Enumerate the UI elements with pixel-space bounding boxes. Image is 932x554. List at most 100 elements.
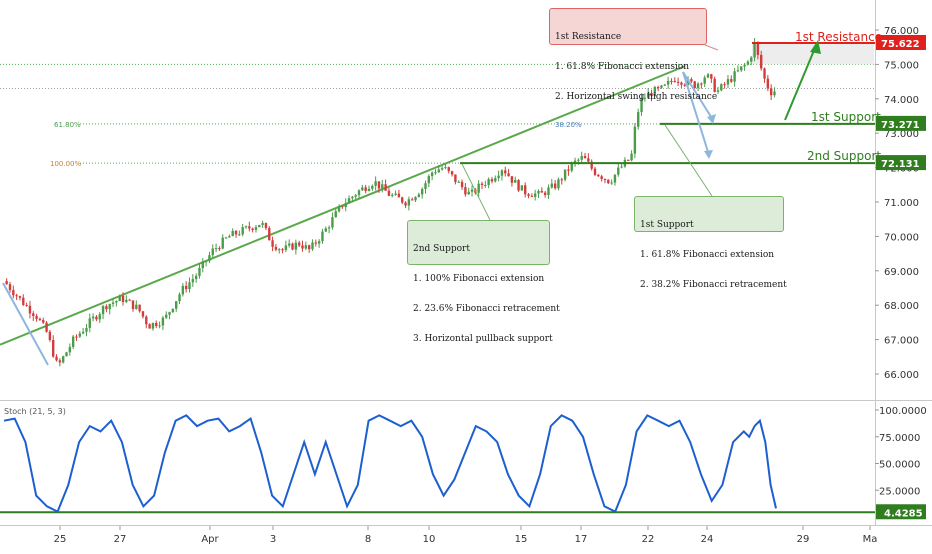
candle-body xyxy=(238,234,241,236)
stoch-axis[interactable]: 100.0000 75.0000 50.0000 25.0000 4.4285 xyxy=(875,406,927,520)
support2-label: 2nd Support xyxy=(807,149,881,163)
resistance-tag-bg xyxy=(876,35,926,51)
candle-body xyxy=(660,85,663,88)
trend-line[interactable] xyxy=(0,65,686,346)
candle-body xyxy=(637,112,640,127)
candle-body xyxy=(61,356,65,363)
price-tick-label: 71.000 xyxy=(884,198,919,209)
candle-body xyxy=(78,333,82,337)
candle-body xyxy=(670,80,673,82)
candle-body xyxy=(155,322,158,326)
candle-body xyxy=(377,181,381,189)
candle-body xyxy=(65,352,68,357)
fib-100-label: 100.00% xyxy=(50,160,81,168)
candle-body xyxy=(563,169,567,180)
candle-body xyxy=(221,237,224,249)
candle-body xyxy=(105,306,108,310)
candle-body xyxy=(101,306,105,315)
candle-body xyxy=(497,175,500,179)
candle-body xyxy=(457,181,460,183)
candle-body xyxy=(700,83,703,85)
candle-body xyxy=(42,320,45,323)
candle-body xyxy=(527,194,530,196)
candle-body xyxy=(597,174,600,177)
candle-body xyxy=(633,126,637,154)
candle-body xyxy=(331,217,334,228)
candle-body xyxy=(570,162,573,171)
candle-body xyxy=(560,179,563,181)
candle-body xyxy=(477,183,480,193)
candle-body xyxy=(656,87,660,89)
candle-body xyxy=(341,206,344,208)
support1-tag-bg xyxy=(876,115,926,131)
candle-body xyxy=(278,249,281,251)
candle-body xyxy=(530,195,534,197)
candle-body xyxy=(254,227,258,230)
candle-body xyxy=(251,228,254,230)
support2-callout[interactable]: 2nd Support 1. 100% Fibonacci extension … xyxy=(407,220,560,344)
candle-body xyxy=(627,159,630,161)
candle-body xyxy=(324,228,327,232)
candle-body xyxy=(613,174,617,183)
candle-body xyxy=(208,255,211,262)
candle-body xyxy=(490,179,494,182)
price-tick-label: 73.000 xyxy=(884,129,919,140)
candle-body xyxy=(567,169,570,171)
candle-body xyxy=(307,245,311,250)
candle-body xyxy=(188,282,191,290)
resistance-callout-line-1: 1st Resistance xyxy=(555,32,622,42)
candle-body xyxy=(693,81,696,89)
candle-body xyxy=(740,66,743,71)
support2-callout-line-4: 3. Horizontal pullback support xyxy=(413,334,553,344)
candle-body xyxy=(38,318,42,321)
resistance-tag-label: 75.622 xyxy=(881,39,920,50)
candle-body xyxy=(234,230,238,235)
candle-body xyxy=(168,312,171,315)
fib-38-2-label: 38.20% xyxy=(555,121,582,129)
stoch-tick-label: 100.0000 xyxy=(879,406,927,417)
resistance-callout-line-3: 2. Horizontal swing high resistance xyxy=(555,92,718,102)
time-tick-label: 24 xyxy=(701,534,714,545)
price-tick-label: 67.000 xyxy=(884,336,919,347)
candles-group xyxy=(5,37,776,367)
candle-body xyxy=(557,179,560,189)
candle-body xyxy=(753,41,756,58)
candle-body xyxy=(690,79,693,82)
candle-body xyxy=(730,79,733,82)
candle-body xyxy=(414,196,417,201)
candle-body xyxy=(424,183,427,189)
time-axis[interactable]: 25 27 Apr 3 8 10 15 17 22 24 29 Ma xyxy=(54,526,878,545)
candle-body xyxy=(115,300,118,303)
candle-body xyxy=(723,84,726,86)
candle-body xyxy=(214,248,218,250)
pullback-arrow-1 xyxy=(682,71,714,121)
candle-body xyxy=(5,281,8,285)
candle-body xyxy=(248,226,251,229)
pullback-arrowhead-2 xyxy=(704,150,713,159)
time-tick-label: 27 xyxy=(114,534,127,545)
candle-body xyxy=(171,308,175,313)
candle-body xyxy=(381,184,384,189)
candle-body xyxy=(108,304,111,310)
candle-body xyxy=(191,279,195,283)
price-axis[interactable]: 76.00075.00074.00073.00072.00071.00070.0… xyxy=(875,26,919,381)
stoch-line[interactable] xyxy=(3,414,777,513)
support2-callout-connector xyxy=(461,163,491,221)
candle-body xyxy=(344,203,347,208)
candle-body xyxy=(301,245,304,249)
candle-body xyxy=(264,223,268,229)
time-tick-label: 29 xyxy=(797,534,810,545)
candle-body xyxy=(547,187,550,196)
candle-body xyxy=(760,54,763,69)
support1-callout[interactable]: 1st Support 1. 61.8% Fibonacci extension… xyxy=(634,196,787,290)
resistance-callout[interactable]: 1st Resistance 1. 61.8% Fibonacci extens… xyxy=(549,8,717,102)
candle-body xyxy=(297,242,301,246)
candle-body xyxy=(653,87,657,97)
candle-body xyxy=(45,322,48,332)
candle-body xyxy=(540,190,544,193)
candle-body xyxy=(357,190,361,196)
candle-body xyxy=(327,227,331,229)
price-tick-label: 70.000 xyxy=(884,232,919,243)
